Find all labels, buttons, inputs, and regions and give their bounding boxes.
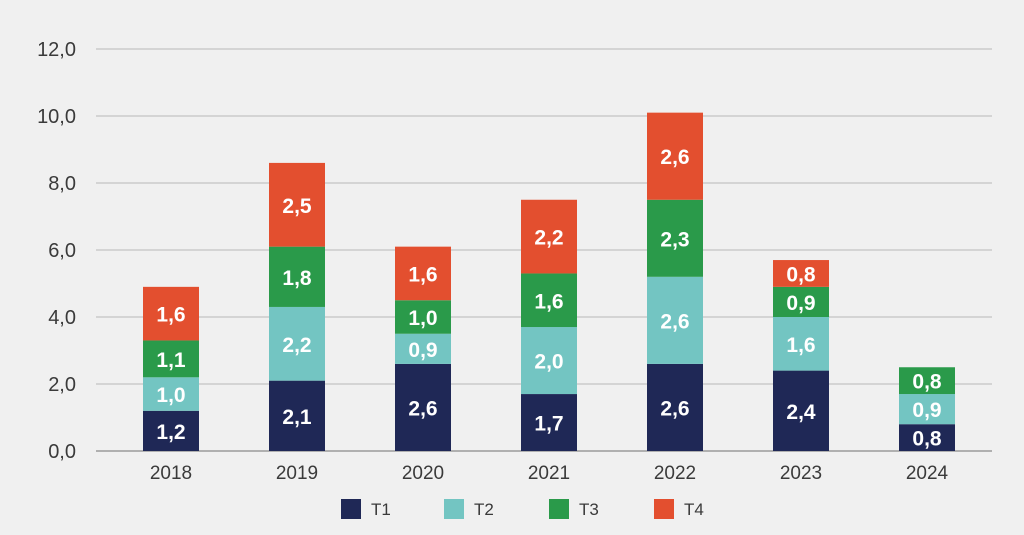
bar-segment-t3 [773,286,829,317]
bar-segment-t1 [269,380,325,451]
data-label: 2,0 [534,351,563,374]
data-label: 1,6 [408,263,437,286]
data-label: 1,8 [282,267,312,290]
y-tick-label: 2,0 [48,374,76,396]
bar-segment-t4 [521,199,577,274]
legend-label-t3: T3 [579,500,599,519]
data-label: 0,8 [912,428,942,451]
bar-segment-t2 [143,377,199,411]
legend-label-t2: T2 [474,500,494,519]
y-tick-label: 8,0 [48,173,76,195]
bar-segment-t2 [899,394,955,425]
x-tick-label: 2019 [276,463,318,484]
data-label: 1,0 [156,384,185,407]
bar-segment-t2 [395,333,451,364]
bar-segment-t1 [521,394,577,451]
data-label: 0,9 [912,399,941,422]
legend-label-t1: T1 [371,500,391,519]
bar-segment-t2 [647,276,703,364]
data-label: 2,6 [408,397,437,420]
data-label: 2,6 [660,146,689,169]
data-label: 1,6 [156,304,185,327]
legend: T1 T2 T3 T4 [341,499,704,519]
data-label: 2,4 [786,401,816,424]
bar-segment-t4 [269,162,325,247]
bar-segment-t4 [395,246,451,301]
bar-segment-t3 [647,199,703,277]
bar-segment-t1 [395,363,451,451]
bar-segment-t3 [269,246,325,307]
x-tick-label: 2020 [402,463,444,484]
bar-segment-t3 [395,300,451,334]
bar-segment-t1 [143,410,199,451]
bar-segment-t4 [773,260,829,287]
bars-layer [143,112,955,451]
bar-segment-t3 [521,273,577,328]
data-label: 2,6 [660,397,689,420]
data-label: 1,6 [786,334,815,357]
legend-swatch-t3 [549,499,569,519]
y-tick-label: 0,0 [48,441,76,463]
bar-segment-t2 [269,306,325,381]
data-labels-layer: 1,2 1,0 1,1 1,6 2,1 2,2 1,8 2,5 2,6 0,9 1,0 1,6 1,7 2… [156,146,942,450]
bar-segment-t4 [143,286,199,341]
x-tick-label: 2021 [528,463,570,484]
data-label: 0,8 [786,263,816,286]
data-label: 2,1 [282,406,312,429]
grid-layer [96,48,992,452]
data-label: 0,9 [786,292,815,315]
bar-segment-t3 [143,340,199,378]
data-label: 0,9 [408,339,437,362]
data-label: 2,5 [282,195,312,218]
axes-layer: 0,0 2,0 4,0 6,0 8,0 10,0 12,0 2018 2019 2020 2021 2… [37,39,948,484]
data-label: 2,2 [282,334,311,357]
legend-label-t4: T4 [684,500,704,519]
y-tick-label: 6,0 [48,240,76,262]
bar-segment-t3 [899,367,955,395]
data-label: 2,2 [534,227,563,250]
x-tick-label: 2022 [654,463,696,484]
bar-segment-t4 [647,112,703,200]
bar-segment-t2 [521,327,577,395]
data-label: 1,2 [156,421,185,444]
data-label: 1,7 [534,413,563,436]
data-label: 2,3 [660,228,689,251]
data-label: 1,0 [408,307,437,330]
x-tick-label: 2018 [150,463,192,484]
bar-segment-t1 [647,363,703,451]
y-tick-label: 4,0 [48,307,76,329]
x-tick-label: 2023 [780,463,822,484]
data-label: 0,8 [912,371,942,394]
data-label: 2,6 [660,310,689,333]
bar-segment-t1 [773,370,829,451]
bar-segment-t1 [899,424,955,451]
x-tick-label: 2024 [906,463,949,484]
bar-segment-t2 [773,317,829,371]
data-label: 1,1 [156,349,186,372]
legend-swatch-t1 [341,499,361,519]
legend-swatch-t4 [654,499,674,519]
data-label: 1,6 [534,290,563,313]
y-tick-label: 12,0 [37,39,76,61]
legend-swatch-t2 [444,499,464,519]
y-tick-label: 10,0 [37,106,76,128]
